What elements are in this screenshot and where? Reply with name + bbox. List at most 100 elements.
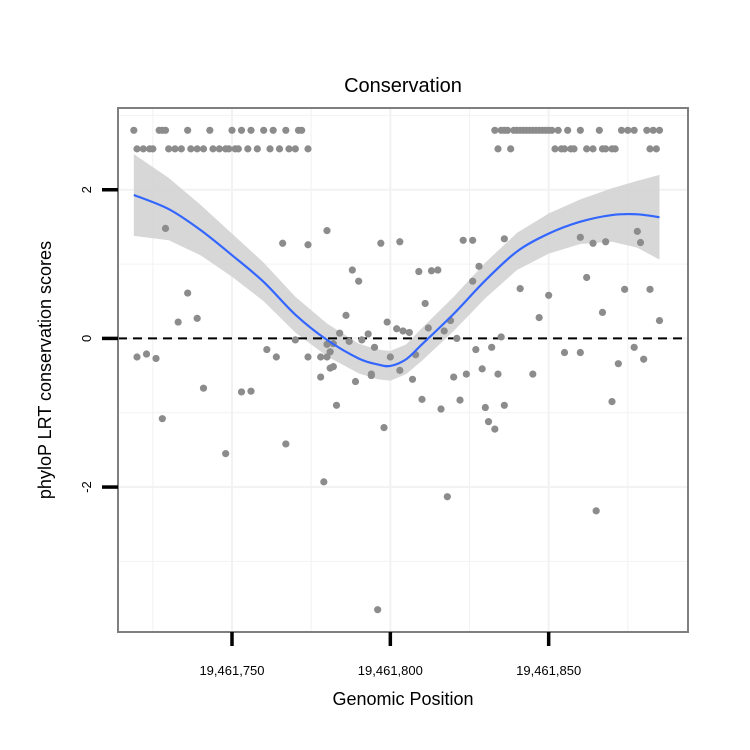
data-point	[358, 336, 366, 344]
data-point	[342, 311, 350, 319]
data-point	[171, 145, 179, 153]
data-point	[494, 145, 502, 153]
data-point	[529, 370, 537, 378]
data-point	[503, 126, 512, 134]
data-point	[244, 145, 252, 153]
data-point	[367, 371, 375, 380]
data-point	[193, 145, 201, 153]
data-point	[488, 343, 496, 351]
data-point	[472, 345, 480, 354]
data-point	[602, 238, 610, 246]
x-tick-label: 19,461,750	[199, 663, 264, 678]
data-point	[228, 126, 236, 134]
data-point	[545, 291, 553, 299]
data-point	[611, 145, 619, 153]
data-point	[408, 375, 417, 383]
data-point	[640, 355, 648, 363]
data-point	[275, 145, 284, 153]
y-tick-label: 2	[79, 186, 94, 193]
data-point	[396, 238, 404, 246]
data-point	[282, 440, 290, 448]
data-point	[481, 403, 489, 412]
data-point	[222, 450, 230, 458]
data-point	[355, 277, 363, 285]
data-point	[199, 384, 208, 392]
data-point	[443, 493, 451, 501]
data-point	[516, 285, 524, 293]
data-point	[564, 126, 572, 134]
data-point	[469, 277, 477, 285]
data-point	[158, 415, 166, 423]
data-point	[253, 145, 261, 153]
data-point	[266, 145, 274, 153]
y-tick-label: -2	[79, 481, 94, 493]
data-point	[336, 329, 344, 337]
data-point	[421, 299, 429, 308]
data-point	[450, 373, 458, 381]
data-point	[475, 262, 483, 270]
data-point	[139, 145, 147, 153]
data-point	[456, 396, 464, 404]
data-point	[494, 370, 502, 378]
data-point	[177, 145, 185, 153]
data-point	[323, 340, 331, 348]
x-axis-label: Genomic Position	[332, 689, 473, 709]
data-point	[152, 354, 160, 363]
data-point	[237, 126, 246, 134]
data-point	[326, 348, 334, 356]
data-point	[576, 348, 584, 357]
data-point	[583, 273, 591, 282]
data-point	[351, 377, 360, 386]
data-point	[560, 145, 569, 153]
data-point	[418, 395, 426, 403]
data-point	[142, 350, 151, 358]
panel-border	[117, 107, 689, 633]
data-point	[551, 145, 559, 153]
data-point	[247, 387, 255, 395]
data-point	[165, 145, 173, 153]
data-point	[209, 145, 217, 153]
data-point	[133, 145, 141, 153]
data-point	[345, 337, 353, 345]
y-axis-label: phyloP LRT conservation scores	[35, 241, 55, 499]
data-point	[237, 388, 246, 396]
data-point	[437, 405, 445, 413]
data-point	[323, 227, 331, 235]
ribbon-area	[133, 154, 660, 381]
data-point	[348, 266, 356, 274]
y-axis: -2 0 2	[79, 186, 118, 493]
data-point	[323, 353, 331, 361]
data-point	[614, 360, 622, 368]
plot-panel	[117, 107, 689, 633]
data-point	[291, 336, 299, 344]
data-point	[617, 126, 626, 134]
data-point	[399, 327, 407, 335]
data-point	[184, 126, 192, 134]
data-point	[184, 289, 192, 297]
data-point	[282, 126, 290, 134]
x-tick-label: 19,461,800	[358, 663, 423, 678]
data-point	[187, 145, 195, 153]
data-point	[630, 126, 638, 134]
data-point	[570, 145, 578, 153]
data-point	[602, 145, 610, 153]
data-point	[608, 397, 616, 406]
data-point	[317, 353, 325, 361]
data-point	[500, 401, 508, 409]
data-point	[453, 334, 461, 343]
data-point	[592, 507, 600, 515]
data-point	[507, 145, 515, 153]
data-point	[491, 126, 499, 134]
data-point	[285, 145, 293, 153]
data-point	[269, 126, 277, 134]
data-point	[396, 366, 404, 374]
data-point	[374, 606, 382, 614]
data-point	[630, 343, 638, 351]
data-point	[655, 126, 664, 134]
data-point	[383, 318, 391, 326]
confidence-ribbon	[133, 154, 660, 381]
data-point	[370, 343, 379, 351]
data-point	[469, 236, 477, 244]
data-point	[655, 316, 664, 325]
